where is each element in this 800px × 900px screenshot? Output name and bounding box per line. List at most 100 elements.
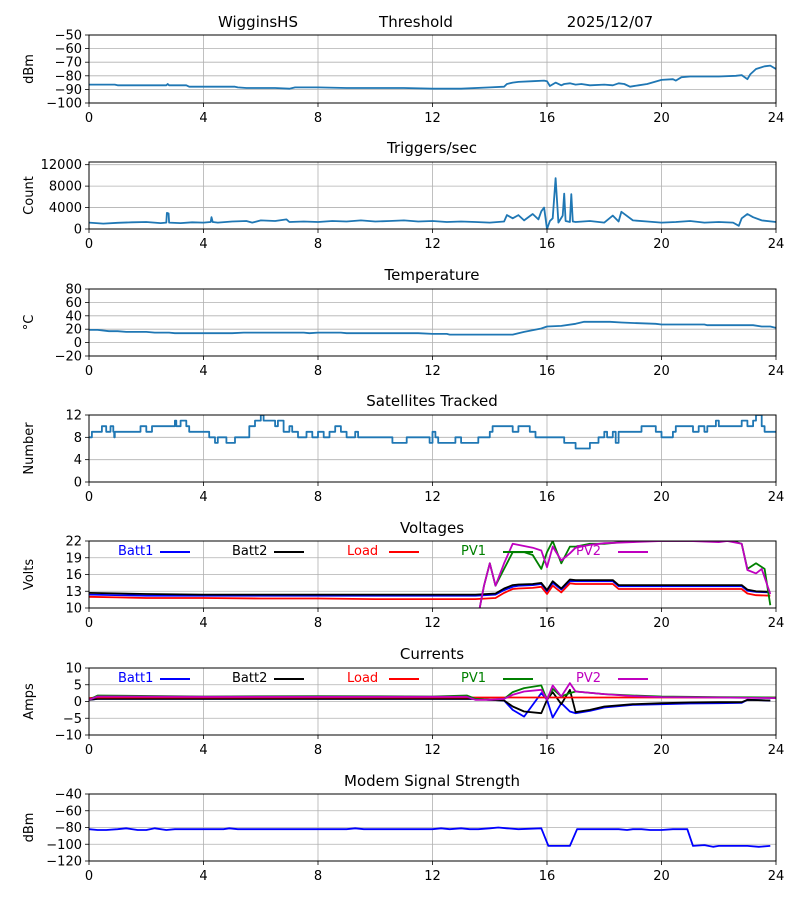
satellites-xtick-label: 8 (314, 490, 322, 505)
modem-panel: Modem Signal Strength 0 4 8 12 16 20 24 −120 −10… (22, 772, 784, 884)
satellites-ytick-label: 4 (74, 453, 82, 468)
temperature-ytick-label: −20 (55, 350, 82, 365)
currents-xtick-label: 16 (539, 743, 556, 758)
voltages-legend-label-batt1: Batt1 (118, 544, 153, 559)
currents-xtick-label: 0 (85, 743, 93, 758)
satellites-ylabel: Number (22, 422, 37, 475)
figure-header: WigginsHS Threshold 2025/12/07 (218, 13, 653, 31)
currents-xtick-label: 8 (314, 743, 322, 758)
voltages-xtick-label: 20 (653, 616, 670, 631)
modem-xtick-label: 8 (314, 869, 322, 884)
voltages-xtick-label: 24 (768, 616, 785, 631)
temperature-ytick-label: 60 (65, 296, 82, 311)
threshold-xtick-label: 24 (768, 111, 785, 126)
temperature-series-temperature-line (89, 320, 776, 336)
voltages-legend-label-pv1: PV1 (461, 544, 486, 559)
satellites-title: Satellites Tracked (366, 392, 497, 410)
voltages-series-pv2-line (478, 541, 772, 608)
triggers-ytick-label: 0 (74, 223, 82, 238)
currents-legend-label-load: Load (347, 671, 378, 686)
temperature-ytick-label: 20 (65, 323, 82, 338)
threshold-ytick-label: −70 (55, 56, 82, 71)
temperature-ytick-label: 40 (65, 309, 82, 324)
satellites-ytick-label: 8 (74, 431, 82, 446)
currents-panel: Currents 0 4 8 12 16 20 24 −10 −5 0 510 Batt1 Batt2 L… (22, 645, 784, 758)
triggers-ytick-label: 8000 (49, 180, 82, 195)
metric-title: Threshold (378, 13, 453, 31)
triggers-xtick-label: 12 (424, 237, 441, 252)
currents-series-pv2-line (89, 682, 776, 701)
satellites-xtick-label: 0 (85, 490, 93, 505)
threshold-xtick-label: 20 (653, 111, 670, 126)
voltages-ytick-label: 13 (65, 585, 82, 600)
currents-ytick-label: 10 (65, 662, 82, 677)
temperature-ylabel: °C (22, 315, 37, 331)
triggers-xtick-label: 16 (539, 237, 556, 252)
date-title: 2025/12/07 (567, 13, 653, 31)
threshold-panel: 0 4 8 12 16 20 24 −100−90−80−70−60−50 dBm (22, 29, 784, 127)
currents-ytick-label: 5 (74, 678, 82, 693)
modem-xtick-label: 12 (424, 869, 441, 884)
temperature-ytick-label: 0 (74, 336, 82, 351)
temperature-xtick-label: 24 (768, 364, 785, 379)
modem-ytick-label: −40 (55, 788, 82, 803)
currents-legend-label-pv1: PV1 (461, 671, 486, 686)
currents-title: Currents (400, 645, 464, 663)
temperature-xtick-label: 8 (314, 364, 322, 379)
voltages-xtick-label: 4 (199, 616, 207, 631)
triggers-xtick-label: 0 (85, 237, 93, 252)
satellites-ytick-label: 12 (65, 409, 82, 424)
voltages-legend-label-batt2: Batt2 (232, 544, 267, 559)
modem-ylabel: dBm (22, 813, 37, 843)
modem-ytick-label: −120 (46, 855, 82, 870)
currents-xtick-label: 4 (199, 743, 207, 758)
triggers-xtick-label: 4 (199, 237, 207, 252)
currents-ytick-label: −10 (55, 729, 82, 744)
threshold-ytick-label: −60 (55, 42, 82, 57)
temperature-xtick-label: 20 (653, 364, 670, 379)
voltages-series-batt2-line (89, 578, 771, 596)
voltages-xtick-label: 8 (314, 616, 322, 631)
triggers-title: Triggers/sec (386, 139, 477, 157)
voltages-ytick-label: 19 (65, 551, 82, 566)
currents-xtick-label: 20 (653, 743, 670, 758)
triggers-series-triggers-line (89, 177, 776, 229)
modem-ytick-label: −60 (55, 804, 82, 819)
modem-title: Modem Signal Strength (344, 772, 520, 790)
threshold-xtick-label: 8 (314, 111, 322, 126)
temperature-xtick-label: 0 (85, 364, 93, 379)
threshold-ytick-label: −50 (55, 29, 82, 44)
currents-legend-label-pv2: PV2 (576, 671, 601, 686)
threshold-xtick-label: 4 (199, 111, 207, 126)
triggers-xtick-label: 8 (314, 237, 322, 252)
currents-ytick-label: −5 (63, 712, 82, 727)
voltages-xtick-label: 12 (424, 616, 441, 631)
triggers-xtick-label: 20 (653, 237, 670, 252)
currents-ytick-label: 0 (74, 695, 82, 710)
temperature-title: Temperature (383, 266, 479, 284)
triggers-ylabel: Count (22, 176, 37, 215)
voltages-title: Voltages (400, 519, 464, 537)
voltages-ytick-label: 22 (65, 535, 82, 550)
satellites-xtick-label: 16 (539, 490, 556, 505)
triggers-xtick-label: 24 (768, 237, 785, 252)
temperature-ytick-label: 80 (65, 283, 82, 298)
modem-ytick-label: −80 (55, 821, 82, 836)
currents-ylabel: Amps (22, 683, 37, 720)
voltages-ytick-label: 10 (65, 602, 82, 617)
modem-xtick-label: 0 (85, 869, 93, 884)
currents-xtick-label: 24 (768, 743, 785, 758)
threshold-ytick-label: −90 (55, 83, 82, 98)
threshold-ytick-label: −80 (55, 69, 82, 84)
temperature-xtick-label: 16 (539, 364, 556, 379)
triggers-ytick-label: 4000 (49, 201, 82, 216)
voltages-ylabel: Volts (22, 559, 37, 591)
modem-xtick-label: 20 (653, 869, 670, 884)
threshold-xtick-label: 16 (539, 111, 556, 126)
voltages-legend-label-load: Load (347, 544, 378, 559)
voltages-xtick-label: 16 (539, 616, 556, 631)
modem-series-modem-line (89, 826, 771, 848)
triggers-ytick-label: 12000 (41, 158, 82, 173)
threshold-ylabel: dBm (22, 54, 37, 84)
